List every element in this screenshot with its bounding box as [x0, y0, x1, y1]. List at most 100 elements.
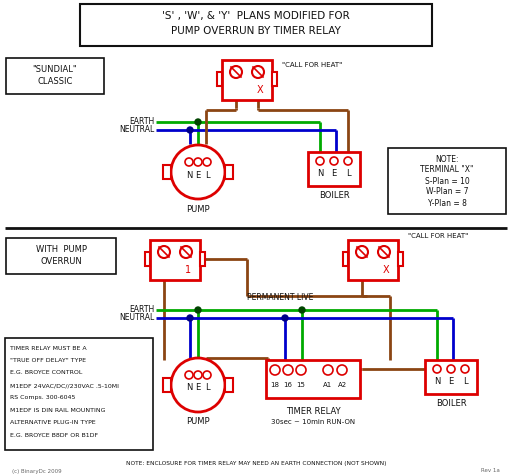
Circle shape [158, 246, 170, 258]
Circle shape [330, 157, 338, 165]
Circle shape [283, 365, 293, 375]
Text: PERMANENT LIVE: PERMANENT LIVE [247, 294, 313, 303]
Circle shape [447, 365, 455, 373]
Circle shape [316, 157, 324, 165]
Text: Y-Plan = 8: Y-Plan = 8 [428, 198, 466, 208]
Text: E: E [196, 384, 201, 393]
Text: X: X [257, 85, 263, 95]
Circle shape [187, 315, 193, 321]
Text: BOILER: BOILER [318, 190, 349, 199]
Bar [225, 378, 233, 392]
Text: E.G. BROYCE CONTROL: E.G. BROYCE CONTROL [10, 370, 82, 376]
Circle shape [299, 307, 305, 313]
Circle shape [378, 246, 390, 258]
Text: NEUTRAL: NEUTRAL [120, 126, 155, 135]
Text: CLASSIC: CLASSIC [37, 77, 73, 86]
Text: L: L [346, 169, 350, 178]
Circle shape [344, 157, 352, 165]
Text: N: N [186, 170, 192, 179]
Text: E.G. BROYCE B8DF OR B1DF: E.G. BROYCE B8DF OR B1DF [10, 433, 98, 438]
Circle shape [203, 371, 211, 379]
Circle shape [337, 365, 347, 375]
Bar [145, 252, 150, 266]
Circle shape [171, 145, 225, 199]
Text: E: E [449, 377, 454, 387]
Text: M1EDF 24VAC/DC//230VAC .5-10MI: M1EDF 24VAC/DC//230VAC .5-10MI [10, 383, 119, 388]
Text: W-Plan = 7: W-Plan = 7 [426, 188, 468, 197]
Bar [388, 148, 506, 214]
Bar [398, 252, 403, 266]
Text: N: N [317, 169, 323, 178]
Text: 16: 16 [284, 382, 292, 388]
Text: 1: 1 [185, 265, 191, 275]
Circle shape [187, 127, 193, 133]
Text: NOTE: ENCLOSURE FOR TIMER RELAY MAY NEED AN EARTH CONNECTION (NOT SHOWN): NOTE: ENCLOSURE FOR TIMER RELAY MAY NEED… [126, 460, 386, 466]
Text: L: L [463, 377, 467, 387]
Text: ALTERNATIVE PLUG-IN TYPE: ALTERNATIVE PLUG-IN TYPE [10, 420, 96, 426]
Text: OVERRUN: OVERRUN [40, 257, 82, 266]
Text: PUMP: PUMP [186, 417, 210, 426]
Text: (c) BinaryDc 2009: (c) BinaryDc 2009 [12, 468, 61, 474]
Bar [200, 252, 205, 266]
Text: L: L [205, 384, 209, 393]
Circle shape [296, 365, 306, 375]
Circle shape [461, 365, 469, 373]
Bar [272, 72, 277, 86]
Circle shape [356, 246, 368, 258]
Circle shape [195, 119, 201, 125]
Text: N: N [434, 377, 440, 387]
Text: 18: 18 [270, 382, 280, 388]
Bar [5, 338, 153, 450]
Circle shape [433, 365, 441, 373]
Text: E: E [196, 170, 201, 179]
Text: BOILER: BOILER [436, 398, 466, 407]
Bar [222, 60, 272, 100]
Text: PUMP: PUMP [186, 205, 210, 214]
Text: TIMER RELAY MUST BE A: TIMER RELAY MUST BE A [10, 346, 87, 350]
Circle shape [185, 158, 193, 166]
Text: A2: A2 [337, 382, 347, 388]
Text: N: N [186, 384, 192, 393]
Circle shape [270, 365, 280, 375]
Circle shape [194, 158, 202, 166]
Circle shape [171, 358, 225, 412]
Text: WITH  PUMP: WITH PUMP [35, 245, 87, 254]
Circle shape [282, 315, 288, 321]
Circle shape [194, 371, 202, 379]
Circle shape [252, 66, 264, 78]
Circle shape [230, 66, 242, 78]
Bar [6, 58, 104, 94]
Bar [217, 72, 222, 86]
Circle shape [185, 371, 193, 379]
Text: "SUNDIAL": "SUNDIAL" [33, 65, 77, 73]
Text: L: L [205, 170, 209, 179]
Circle shape [323, 365, 333, 375]
Text: "CALL FOR HEAT": "CALL FOR HEAT" [408, 233, 468, 239]
Bar [163, 378, 171, 392]
Text: NEUTRAL: NEUTRAL [120, 314, 155, 323]
Bar [343, 252, 348, 266]
Text: M1EDF IS DIN RAIL MOUNTING: M1EDF IS DIN RAIL MOUNTING [10, 408, 105, 413]
Bar [308, 152, 360, 186]
Bar [425, 360, 477, 394]
Circle shape [180, 246, 192, 258]
Bar [150, 240, 200, 280]
Text: S-Plan = 10: S-Plan = 10 [424, 177, 470, 186]
Text: PUMP OVERRUN BY TIMER RELAY: PUMP OVERRUN BY TIMER RELAY [171, 26, 341, 36]
Bar [80, 4, 432, 46]
Text: TERMINAL "X": TERMINAL "X" [420, 166, 474, 175]
Text: NOTE:: NOTE: [435, 155, 459, 163]
Bar [348, 240, 398, 280]
Text: "CALL FOR HEAT": "CALL FOR HEAT" [282, 62, 342, 68]
Text: Rev 1a: Rev 1a [481, 468, 500, 474]
Text: TIMER RELAY: TIMER RELAY [286, 407, 340, 416]
Text: E: E [331, 169, 336, 178]
Text: EARTH: EARTH [130, 306, 155, 315]
Text: RS Comps. 300-6045: RS Comps. 300-6045 [10, 396, 75, 400]
Bar [6, 238, 116, 274]
Text: "TRUE OFF DELAY" TYPE: "TRUE OFF DELAY" TYPE [10, 358, 86, 363]
Circle shape [195, 307, 201, 313]
Circle shape [203, 158, 211, 166]
Text: 'S' , 'W', & 'Y'  PLANS MODIFIED FOR: 'S' , 'W', & 'Y' PLANS MODIFIED FOR [162, 11, 350, 21]
Text: 30sec ~ 10min RUN-ON: 30sec ~ 10min RUN-ON [271, 419, 355, 425]
